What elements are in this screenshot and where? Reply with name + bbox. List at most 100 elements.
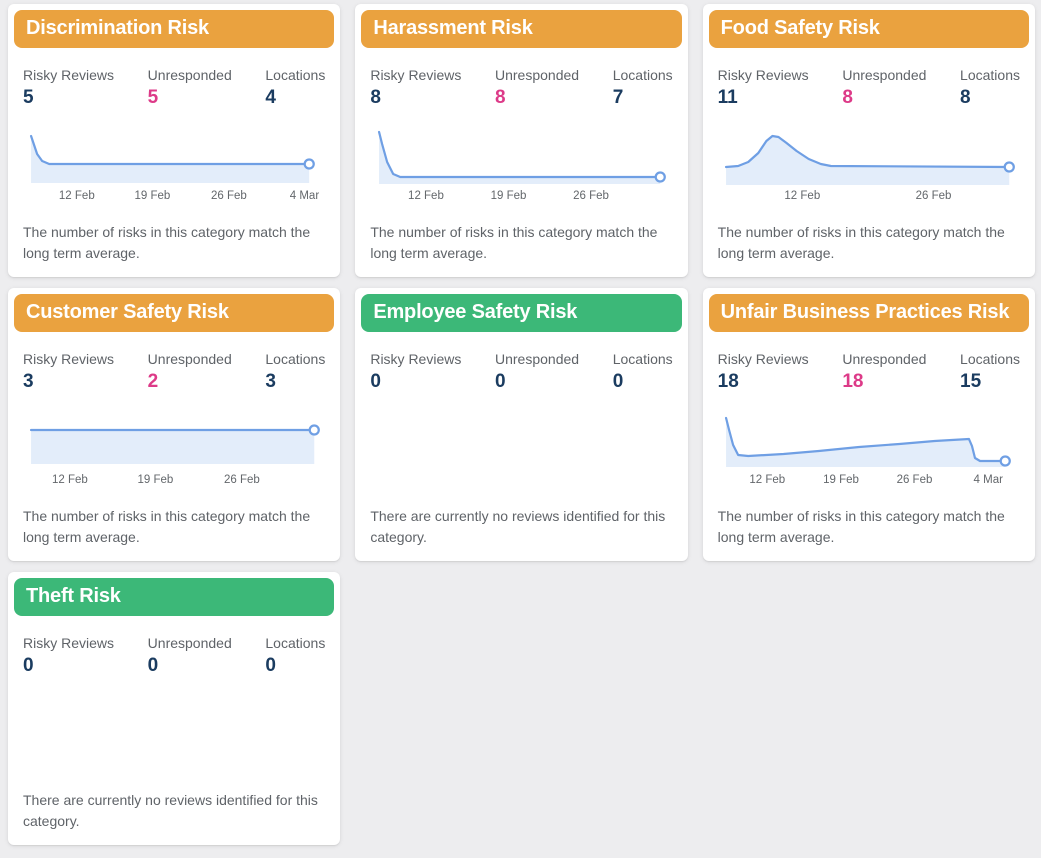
x-tick: 26 Feb: [896, 474, 933, 486]
stat-label: Unresponded: [842, 351, 927, 367]
risk-card-unfair-business-practices: Unfair Business Practices Risk Risky Rev…: [702, 288, 1035, 561]
stat-value: 0: [23, 655, 34, 676]
x-tick: 4 Mar: [289, 190, 320, 202]
stat-value: 15: [960, 371, 982, 392]
stat-value: 0: [265, 655, 276, 676]
card-description: The number of risks in this category mat…: [370, 224, 658, 261]
stat-value: 8: [370, 87, 381, 108]
stat-value: 18: [842, 371, 864, 392]
stat-label: Risky Reviews: [717, 67, 809, 83]
stat-risky-reviews: Risky Reviews 3: [23, 351, 114, 393]
card-description: There are currently no reviews identifie…: [23, 792, 318, 829]
stat-value: 3: [265, 371, 276, 392]
stats-row: Risky Reviews 18 Unresponded 18 Location…: [703, 351, 1035, 393]
stat-unresponded: Unresponded 0: [148, 635, 232, 677]
card-header[interactable]: Unfair Business Practices Risk: [708, 294, 1029, 332]
stat-label: Unresponded: [147, 351, 232, 367]
sparkline-line: [378, 130, 662, 179]
sparkline-svg: [29, 134, 315, 183]
card-description: The number of risks in this category mat…: [23, 508, 311, 545]
stat-risky-reviews: Risky Reviews 0: [370, 351, 461, 393]
x-axis: 12 Feb 19 Feb 26 Feb 4 Mar: [718, 474, 1020, 491]
sparkline-line: [724, 134, 1011, 169]
stat-label: Risky Reviews: [23, 351, 115, 367]
stat-label: Locations: [960, 351, 1020, 367]
card-description: The number of risks in this category mat…: [23, 224, 311, 261]
card-title: Unfair Business Practices Risk: [720, 301, 1010, 323]
x-tick: 19 Feb: [490, 190, 527, 202]
sparkline-chart: 12 Feb 19 Feb 26 Feb 4 Mar: [703, 414, 1035, 491]
card-header[interactable]: Customer Safety Risk: [14, 294, 335, 332]
stat-locations: Locations 0: [613, 351, 673, 393]
x-axis: 12 Feb 19 Feb 26 Feb: [23, 474, 325, 491]
risk-card-theft: Theft Risk Risky Reviews 0 Unresponded 0…: [8, 572, 341, 845]
stat-unresponded: Unresponded 8: [842, 67, 926, 109]
stat-label: Risky Reviews: [370, 351, 462, 367]
sparkline-svg: [378, 130, 667, 184]
risk-card-discrimination: Discrimination Risk Risky Reviews 5 Unre…: [8, 4, 341, 277]
sparkline-chart: 12 Feb 26 Feb: [703, 130, 1035, 207]
stat-value: 18: [717, 371, 739, 392]
stat-label: Locations: [265, 67, 326, 83]
card-description: The number of risks in this category mat…: [717, 224, 1005, 261]
x-axis: 12 Feb 19 Feb 26 Feb: [370, 190, 672, 207]
sparkline-area: [379, 132, 661, 184]
card-title: Employee Safety Risk: [373, 301, 578, 323]
stats-row: Risky Reviews 5 Unresponded 5 Locations …: [8, 67, 340, 109]
stat-locations: Locations 4: [265, 67, 325, 109]
card-header[interactable]: Food Safety Risk: [708, 10, 1029, 48]
stat-label: Risky Reviews: [23, 67, 115, 83]
x-axis: 12 Feb 26 Feb: [718, 190, 1020, 207]
card-title: Customer Safety Risk: [26, 301, 229, 323]
stat-label: Unresponded: [842, 67, 927, 83]
x-tick: 26 Feb: [210, 190, 247, 202]
card-header[interactable]: Harassment Risk: [361, 10, 682, 48]
stats-row: Risky Reviews 11 Unresponded 8 Locations…: [703, 67, 1035, 109]
stat-value: 5: [23, 87, 34, 108]
sparkline-svg: [724, 416, 1011, 467]
stat-value: 8: [960, 87, 971, 108]
stat-risky-reviews: Risky Reviews 11: [718, 67, 809, 109]
stat-value: 2: [147, 371, 159, 392]
stat-unresponded: Unresponded 18: [842, 351, 926, 393]
stat-label: Unresponded: [147, 67, 232, 83]
stat-locations: Locations 15: [960, 351, 1020, 393]
sparkline-line: [29, 134, 311, 166]
sparkline-chart: 12 Feb 19 Feb 26 Feb 4 Mar: [8, 130, 340, 207]
stat-unresponded: Unresponded 0: [495, 351, 579, 393]
stat-value: 11: [717, 87, 738, 108]
sparkline-area: [31, 430, 315, 464]
sparkline-area: [31, 136, 310, 183]
card-header[interactable]: Theft Risk: [14, 578, 335, 616]
stat-value: 0: [495, 371, 506, 392]
risk-card-customer-safety: Customer Safety Risk Risky Reviews 3 Unr…: [8, 288, 341, 561]
x-tick: 26 Feb: [573, 190, 609, 202]
x-tick: 12 Feb: [408, 190, 444, 202]
stat-unresponded: Unresponded 8: [495, 67, 579, 109]
x-tick: 12 Feb: [749, 474, 786, 486]
stat-risky-reviews: Risky Reviews 8: [370, 67, 461, 109]
x-tick: 4 Mar: [973, 474, 1003, 486]
stat-value: 5: [147, 87, 159, 108]
stats-row: Risky Reviews 3 Unresponded 2 Locations …: [8, 351, 340, 393]
stat-value: 0: [370, 371, 381, 392]
end-point-marker: [999, 455, 1011, 467]
stat-label: Unresponded: [147, 635, 232, 651]
stat-locations: Locations 7: [613, 67, 673, 109]
stat-unresponded: Unresponded 2: [148, 351, 232, 393]
stat-locations: Locations 3: [265, 351, 325, 393]
stats-row: Risky Reviews 8 Unresponded 8 Locations …: [355, 67, 687, 109]
stat-value: 3: [23, 371, 34, 392]
stat-label: Locations: [612, 351, 673, 367]
stat-label: Risky Reviews: [23, 635, 115, 651]
x-tick: 12 Feb: [58, 190, 95, 202]
stat-value: 4: [265, 87, 276, 108]
spacer: [355, 109, 687, 130]
stat-label: Locations: [265, 351, 326, 367]
card-title: Discrimination Risk: [26, 17, 209, 39]
stats-row: Risky Reviews 0 Unresponded 0 Locations …: [8, 635, 340, 677]
card-header[interactable]: Employee Safety Risk: [361, 294, 682, 332]
card-header[interactable]: Discrimination Risk: [14, 10, 335, 48]
sparkline-chart: 12 Feb 19 Feb 26 Feb: [355, 130, 687, 207]
